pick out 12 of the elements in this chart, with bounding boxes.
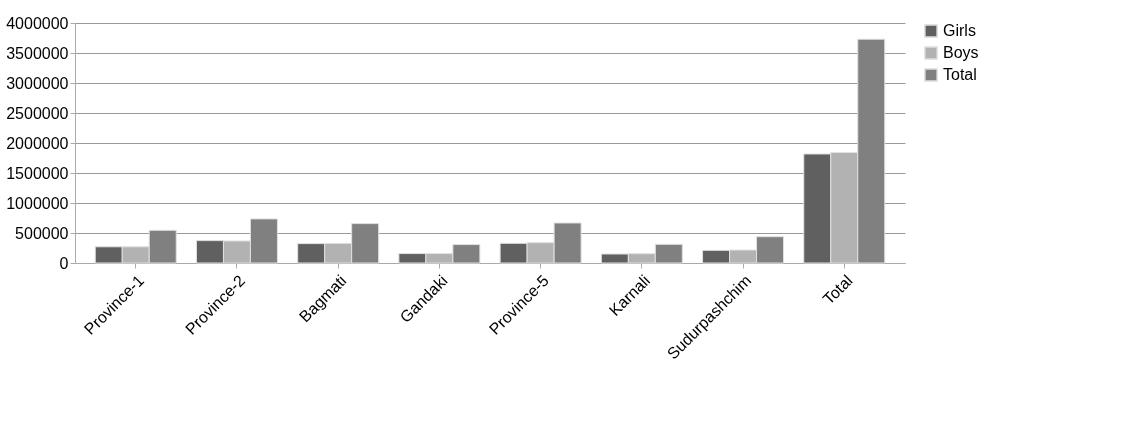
legend-label: Total [943,66,977,83]
y-tick-label: 1500000 [6,164,69,182]
y-tick-label: 0 [59,254,69,272]
legend-label: Boys [943,44,979,61]
y-tick-label: 4000000 [6,14,69,32]
y-tick-label: 2500000 [6,104,69,122]
y-tick-label: 500000 [15,224,69,242]
y-tick-label: 3500000 [6,44,69,62]
y-tick-label: 2000000 [6,134,69,152]
y-tick-label: 1000000 [6,194,69,212]
legend-label: Girls [943,22,976,39]
y-tick-label: 3000000 [6,74,69,92]
